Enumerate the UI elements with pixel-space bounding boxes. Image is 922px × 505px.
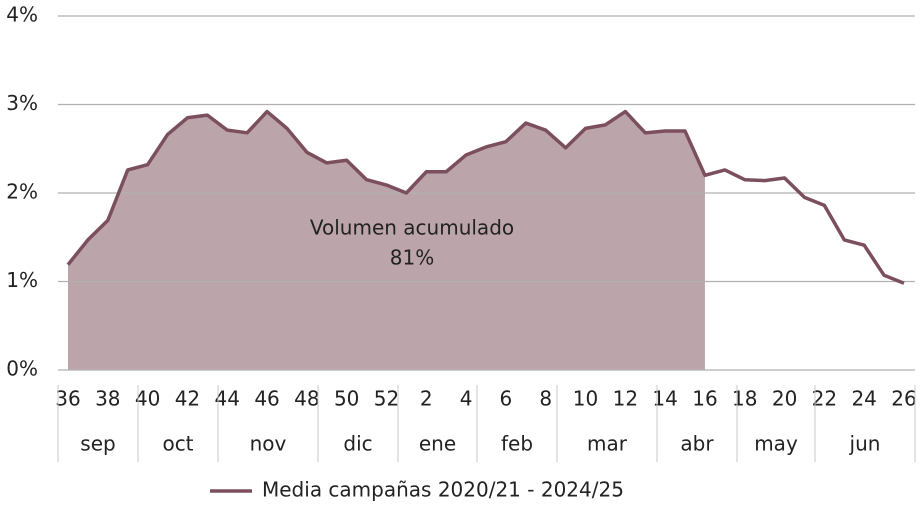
annotation: 81% bbox=[390, 246, 434, 270]
month-label: jun bbox=[849, 432, 881, 456]
x-tick-label: 40 bbox=[135, 387, 160, 411]
shaded-area bbox=[68, 111, 705, 370]
x-tick-label: 46 bbox=[254, 387, 279, 411]
x-tick-label: 20 bbox=[772, 387, 797, 411]
y-tick-label: 3% bbox=[6, 91, 38, 115]
x-tick-label: 6 bbox=[500, 387, 513, 411]
x-tick-label: 48 bbox=[294, 387, 319, 411]
x-tick-label: 52 bbox=[374, 387, 399, 411]
x-tick-label: 4 bbox=[460, 387, 473, 411]
y-tick-label: 4% bbox=[6, 3, 38, 27]
annotation: Volumen acumulado bbox=[310, 216, 514, 240]
month-label: nov bbox=[250, 432, 287, 456]
month-label: may bbox=[754, 432, 798, 456]
month-label: ene bbox=[419, 432, 456, 456]
month-label: abr bbox=[680, 432, 714, 456]
x-tick-label: 44 bbox=[215, 387, 240, 411]
month-label: sep bbox=[80, 432, 115, 456]
legend-label: Media campañas 2020/21 - 2024/25 bbox=[262, 478, 624, 502]
x-tick-label: 10 bbox=[573, 387, 598, 411]
y-tick-label: 0% bbox=[6, 357, 38, 381]
x-tick-label: 36 bbox=[55, 387, 80, 411]
x-tick-label: 18 bbox=[732, 387, 757, 411]
data-line bbox=[66, 109, 905, 285]
x-tick-label: 26 bbox=[891, 387, 916, 411]
x-tick-label: 14 bbox=[652, 387, 677, 411]
x-tick-label: 50 bbox=[334, 387, 359, 411]
y-tick-label: 1% bbox=[6, 268, 38, 292]
y-tick-label: 2% bbox=[6, 180, 38, 204]
month-label: mar bbox=[587, 432, 628, 456]
month-label: dic bbox=[343, 432, 372, 456]
x-tick-label: 8 bbox=[539, 387, 552, 411]
month-label: feb bbox=[501, 432, 533, 456]
x-tick-label: 42 bbox=[175, 387, 200, 411]
x-tick-label: 38 bbox=[95, 387, 120, 411]
x-tick-label: 12 bbox=[613, 387, 638, 411]
x-tick-label: 16 bbox=[692, 387, 717, 411]
x-tick-label: 24 bbox=[851, 387, 876, 411]
x-tick-label: 2 bbox=[420, 387, 433, 411]
month-label: oct bbox=[162, 432, 193, 456]
x-tick-label: 22 bbox=[812, 387, 837, 411]
